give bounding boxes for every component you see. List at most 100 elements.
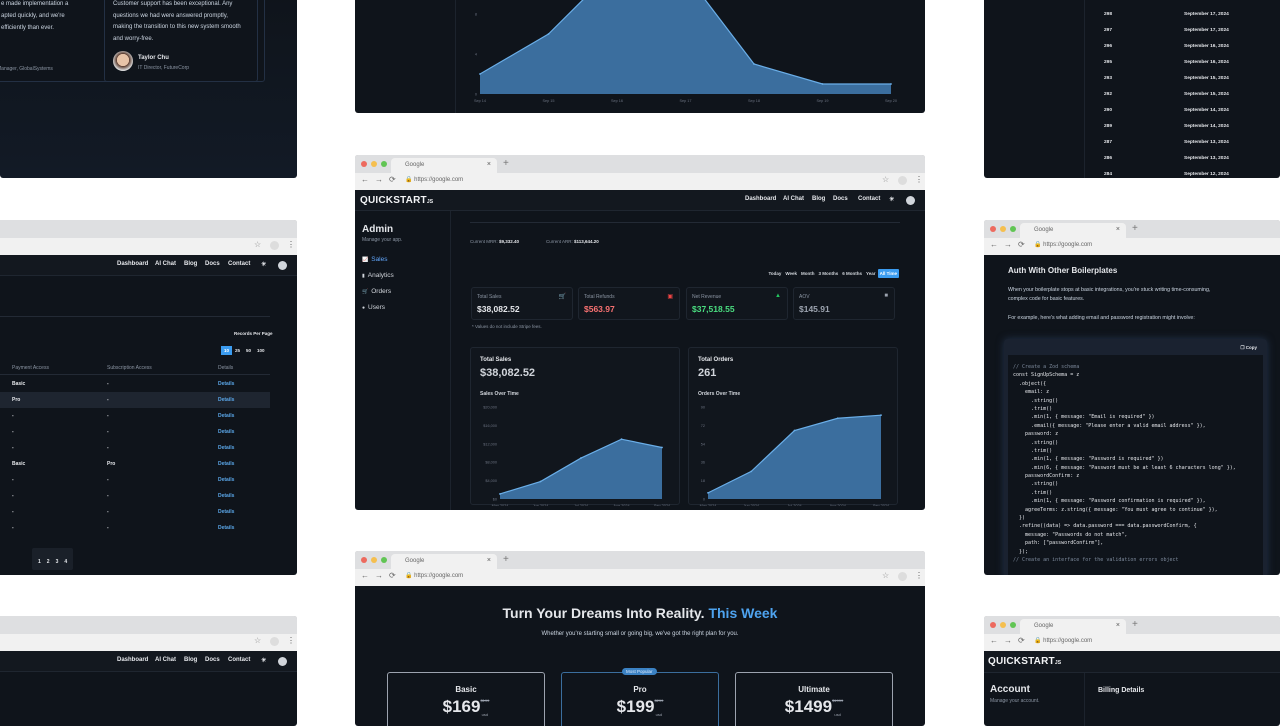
nav-contact[interactable]: Contact <box>858 196 881 202</box>
back-icon[interactable]: ← <box>990 240 998 249</box>
minimize-window-button[interactable] <box>1000 622 1006 628</box>
forward-icon[interactable]: → <box>375 571 383 580</box>
nav-dashboard[interactable]: Dashboard <box>117 261 149 267</box>
details-link[interactable]: Details <box>218 413 235 419</box>
reload-icon[interactable]: ⟳ <box>389 175 396 184</box>
nav-docs[interactable]: Docs <box>205 657 220 663</box>
profile-icon[interactable] <box>270 241 279 250</box>
nav-ai-chat[interactable]: AI Chat <box>783 196 804 202</box>
details-link[interactable]: Details <box>218 525 235 531</box>
details-link[interactable]: Details <box>218 477 235 483</box>
maximize-window-button[interactable] <box>381 557 387 563</box>
bookmark-star-icon[interactable]: ☆ <box>882 571 890 580</box>
sidebar-item-users[interactable]: ● Users <box>362 304 385 311</box>
copy-button[interactable]: ❐ Copy <box>1240 345 1257 351</box>
close-window-button[interactable] <box>990 226 996 232</box>
minimize-window-button[interactable] <box>1000 226 1006 232</box>
range-today[interactable]: Today <box>768 271 782 276</box>
sidebar-item-analytics[interactable]: ▮ Analytics <box>362 272 394 279</box>
nav-blog[interactable]: Blog <box>812 196 826 202</box>
close-tab-icon[interactable]: × <box>486 161 491 168</box>
back-icon[interactable]: ← <box>990 636 998 645</box>
page-2-button[interactable]: 2 <box>46 559 50 565</box>
nav-docs[interactable]: Docs <box>205 261 220 267</box>
details-link[interactable]: Details <box>218 509 235 515</box>
browser-tab[interactable]: Google × <box>1020 619 1126 634</box>
close-window-button[interactable] <box>361 161 367 167</box>
nav-dashboard[interactable]: Dashboard <box>117 657 149 663</box>
page-size-10[interactable]: 10 <box>221 346 233 355</box>
details-link[interactable]: Details <box>218 493 235 499</box>
nav-blog[interactable]: Blog <box>184 657 198 663</box>
maximize-window-button[interactable] <box>381 161 387 167</box>
nav-contact[interactable]: Contact <box>228 657 251 663</box>
page-4-button[interactable]: 4 <box>64 559 68 565</box>
browser-tab[interactable]: Google × <box>1020 223 1126 238</box>
table-row[interactable]: - - Details <box>0 488 270 504</box>
theme-toggle-icon[interactable]: ☀ <box>261 658 267 664</box>
bookmark-star-icon[interactable]: ☆ <box>254 636 262 645</box>
back-icon[interactable]: ← <box>361 175 369 184</box>
back-icon[interactable]: ← <box>361 571 369 580</box>
profile-icon[interactable] <box>270 637 279 646</box>
close-window-button[interactable] <box>361 557 367 563</box>
details-link[interactable]: Details <box>218 445 235 451</box>
browser-menu-icon[interactable]: ⋮ <box>915 571 923 580</box>
table-row[interactable]: Basic Pro Details <box>0 456 270 472</box>
forward-icon[interactable]: → <box>1004 240 1012 249</box>
range-year[interactable]: Year <box>866 271 876 276</box>
page-size-100[interactable]: 100 <box>257 348 265 353</box>
table-row[interactable]: - - Details <box>0 520 270 536</box>
reload-icon[interactable]: ⟳ <box>389 571 396 580</box>
sidebar-item-sales[interactable]: 📈 Sales <box>362 256 388 263</box>
new-tab-icon[interactable]: + <box>503 554 509 565</box>
close-tab-icon[interactable]: × <box>1115 226 1120 233</box>
profile-icon[interactable] <box>898 176 907 185</box>
forward-icon[interactable]: → <box>1004 636 1012 645</box>
address-bar[interactable]: 🔒 https://google.com <box>1034 241 1092 248</box>
quickstart-logo[interactable]: QUICKSTARTJS <box>360 195 433 206</box>
details-link[interactable]: Details <box>218 381 235 387</box>
table-row[interactable]: - - Details <box>0 472 270 488</box>
maximize-window-button[interactable] <box>1010 226 1016 232</box>
reload-icon[interactable]: ⟳ <box>1018 636 1025 645</box>
page-size-25[interactable]: 25 <box>235 348 241 353</box>
close-tab-icon[interactable]: × <box>486 557 491 564</box>
bookmark-star-icon[interactable]: ☆ <box>882 175 890 184</box>
page-1-button[interactable]: 1 <box>38 559 41 565</box>
theme-toggle-icon[interactable]: ☀ <box>261 262 267 268</box>
page-3-button[interactable]: 3 <box>55 559 59 565</box>
range-3-months[interactable]: 3 Months <box>818 271 839 276</box>
table-row[interactable]: - - Details <box>0 504 270 520</box>
details-link[interactable]: Details <box>218 429 235 435</box>
details-link[interactable]: Details <box>218 397 235 403</box>
reload-icon[interactable]: ⟳ <box>1018 240 1025 249</box>
address-bar[interactable]: 🔒 https://google.com <box>405 176 463 183</box>
new-tab-icon[interactable]: + <box>1132 223 1138 234</box>
browser-tab[interactable]: Google × <box>391 158 497 173</box>
table-row[interactable]: - - Details <box>0 408 270 424</box>
maximize-window-button[interactable] <box>1010 622 1016 628</box>
address-bar[interactable]: 🔒 https://google.com <box>1034 637 1092 644</box>
browser-menu-icon[interactable]: ⋮ <box>287 636 295 645</box>
nav-docs[interactable]: Docs <box>833 196 848 202</box>
bookmark-star-icon[interactable]: ☆ <box>254 240 262 249</box>
close-window-button[interactable] <box>990 622 996 628</box>
sidebar-item-orders[interactable]: 🛒 Orders <box>362 288 391 295</box>
quickstart-logo[interactable]: QUICKSTARTJS <box>988 656 1061 667</box>
table-row[interactable]: Basic - Details <box>0 376 270 392</box>
browser-tab[interactable]: Google × <box>391 554 497 569</box>
user-avatar-icon[interactable] <box>906 196 915 205</box>
table-row[interactable]: Pro - Details <box>0 392 270 408</box>
range-6-months[interactable]: 6 Months <box>842 271 863 276</box>
new-tab-icon[interactable]: + <box>503 158 509 169</box>
nav-ai-chat[interactable]: AI Chat <box>155 657 176 663</box>
range-all-time[interactable]: All Time <box>877 269 899 278</box>
profile-icon[interactable] <box>898 572 907 581</box>
range-week[interactable]: Week <box>785 271 798 276</box>
user-avatar-icon[interactable] <box>278 261 287 270</box>
close-tab-icon[interactable]: × <box>1115 622 1120 629</box>
nav-dashboard[interactable]: Dashboard <box>745 196 777 202</box>
table-row[interactable]: - - Details <box>0 424 270 440</box>
details-link[interactable]: Details <box>218 461 235 467</box>
